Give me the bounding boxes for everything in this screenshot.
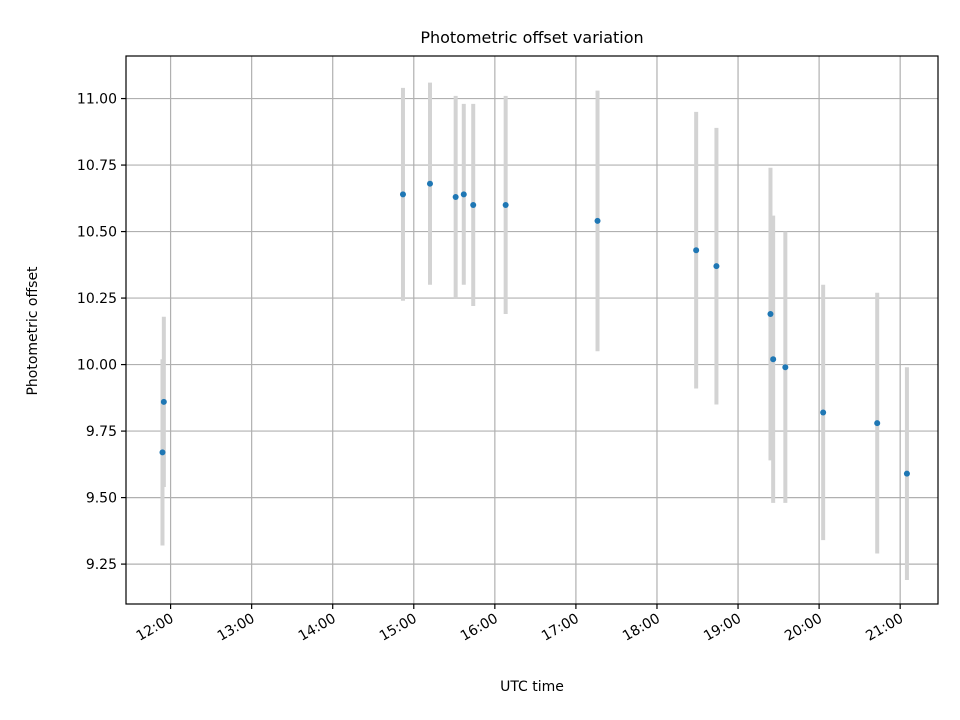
data-point — [470, 201, 477, 208]
x-tick-label: 18:00 — [620, 611, 663, 645]
x-axis-ticks: 12:00 13:00 14:00 15:00 16:00 17:00 18:00 19:00… — [134, 604, 906, 645]
data-point — [903, 470, 910, 477]
data-point — [159, 449, 166, 456]
y-tick-label: 9.25 — [86, 557, 117, 573]
data-point — [160, 398, 167, 405]
chart-title: Photometric offset variation — [420, 28, 643, 47]
x-tick-label: 21:00 — [863, 611, 906, 645]
x-tick-label: 14:00 — [296, 611, 339, 645]
data-points — [159, 180, 910, 477]
x-tick-label: 16:00 — [458, 611, 501, 645]
data-point — [460, 191, 467, 198]
y-axis-ticks: 9.25 9.50 9.75 10.00 10.25 10.50 10.75 11.00 — [77, 92, 126, 573]
data-point — [713, 263, 720, 270]
x-tick-label: 13:00 — [215, 611, 258, 645]
y-tick-label: 10.50 — [77, 225, 117, 241]
data-point — [820, 409, 827, 416]
y-tick-label: 10.25 — [77, 291, 117, 307]
data-point — [502, 201, 509, 208]
x-tick-label: 19:00 — [701, 611, 744, 645]
data-point — [770, 356, 777, 363]
y-tick-label: 9.75 — [86, 424, 117, 440]
data-point — [594, 217, 601, 224]
y-tick-label: 10.00 — [77, 358, 117, 374]
data-point — [693, 247, 700, 254]
plot-frame — [125, 55, 939, 605]
data-point — [874, 420, 881, 427]
data-point — [426, 180, 433, 187]
x-tick-label: 20:00 — [782, 611, 825, 645]
y-axis-label: Photometric offset — [25, 266, 41, 396]
y-tick-label: 9.50 — [86, 491, 117, 507]
x-axis-label: UTC time — [500, 679, 564, 695]
x-tick-label: 15:00 — [377, 611, 420, 645]
data-point — [452, 193, 459, 200]
data-point — [767, 311, 774, 318]
x-tick-label: 17:00 — [539, 611, 582, 645]
plot-area — [126, 56, 938, 604]
y-tick-label: 11.00 — [77, 92, 117, 108]
x-tick-label: 12:00 — [134, 611, 177, 645]
y-tick-label: 10.75 — [77, 158, 117, 174]
data-point — [399, 191, 406, 198]
grid — [126, 56, 938, 604]
data-point — [782, 364, 789, 371]
